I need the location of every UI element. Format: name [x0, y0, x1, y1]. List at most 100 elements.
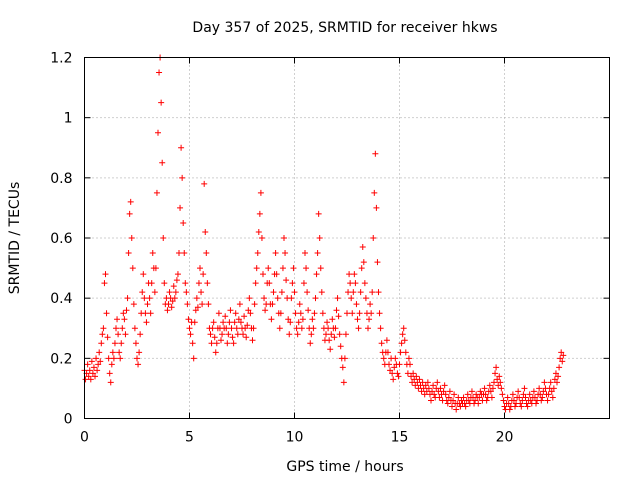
data-point	[108, 361, 115, 368]
data-point	[442, 391, 449, 398]
data-point	[227, 307, 234, 314]
data-point	[101, 280, 108, 287]
data-point	[128, 235, 135, 241]
data-point	[549, 394, 556, 401]
data-point	[539, 394, 546, 401]
data-point	[384, 349, 391, 356]
data-point	[435, 388, 442, 395]
data-point	[318, 289, 325, 296]
data-point	[524, 403, 531, 410]
data-point	[276, 325, 283, 332]
grid-lines	[84, 57, 610, 419]
data-points	[81, 54, 567, 413]
data-point	[244, 322, 251, 329]
data-point	[241, 313, 248, 320]
data-point	[183, 289, 190, 296]
y-tick-label: 0.4	[50, 291, 72, 307]
data-point	[300, 280, 307, 287]
y-tick-label: 0.6	[50, 231, 72, 247]
data-point	[116, 349, 123, 356]
data-point	[370, 235, 377, 241]
data-point	[458, 397, 465, 404]
data-point	[110, 355, 117, 362]
data-point	[356, 310, 363, 317]
data-point	[137, 331, 144, 338]
data-point	[414, 379, 421, 386]
data-point	[107, 379, 114, 386]
data-point	[272, 250, 279, 257]
data-point	[144, 301, 151, 308]
data-point	[84, 361, 91, 368]
data-point	[339, 364, 346, 371]
data-point	[362, 295, 369, 302]
data-point	[202, 228, 209, 235]
data-point	[282, 250, 289, 257]
data-point	[486, 382, 493, 389]
data-point	[359, 244, 366, 251]
data-point	[296, 301, 303, 308]
data-point	[560, 352, 567, 359]
data-point	[420, 385, 427, 392]
data-point	[545, 391, 552, 398]
data-point	[371, 189, 378, 196]
data-point	[113, 325, 119, 332]
data-point	[204, 280, 211, 287]
data-point	[373, 204, 380, 211]
data-point	[126, 210, 133, 217]
data-point	[109, 349, 116, 356]
data-point	[141, 295, 148, 302]
data-point	[472, 397, 479, 404]
data-point	[121, 316, 128, 323]
data-point	[266, 280, 273, 287]
x-tick-label: 15	[391, 430, 409, 446]
data-point	[219, 331, 226, 338]
data-point	[390, 376, 397, 383]
data-point	[398, 340, 405, 347]
data-point	[411, 376, 418, 383]
data-point	[497, 379, 504, 386]
data-point	[419, 379, 426, 386]
data-point	[345, 289, 352, 296]
data-point	[127, 198, 134, 205]
data-point	[82, 376, 89, 383]
data-point	[98, 340, 105, 347]
data-point	[237, 319, 244, 326]
data-point	[325, 325, 332, 332]
data-point	[351, 271, 358, 278]
data-point	[262, 307, 269, 314]
data-point	[488, 394, 495, 401]
data-point	[240, 331, 247, 338]
data-point	[556, 364, 563, 371]
data-point	[346, 271, 353, 278]
data-point	[334, 295, 341, 302]
data-point	[531, 394, 538, 401]
data-point	[316, 235, 323, 241]
data-point	[289, 280, 296, 287]
data-point	[105, 355, 112, 362]
data-point	[408, 373, 415, 380]
data-point	[152, 265, 159, 272]
data-point	[402, 349, 409, 356]
data-point	[136, 349, 143, 356]
data-point	[437, 385, 444, 392]
data-point	[198, 289, 205, 296]
data-point	[429, 388, 436, 395]
y-tick-label: 1.2	[50, 51, 72, 67]
data-point	[555, 373, 562, 380]
data-point	[327, 346, 334, 353]
data-point	[455, 394, 462, 401]
x-axis-label: GPS time / hours	[286, 459, 403, 475]
data-point	[506, 406, 513, 413]
data-point	[256, 210, 263, 217]
y-tick-label: 0.2	[50, 351, 72, 367]
data-point	[278, 289, 285, 296]
data-point	[164, 307, 171, 314]
x-tick-labels: 0 5 10 15 20	[80, 430, 513, 446]
data-point	[517, 400, 524, 407]
data-point	[213, 340, 220, 347]
data-point	[97, 358, 104, 365]
y-tick-label: 0	[64, 412, 73, 428]
data-point	[377, 325, 384, 332]
data-point	[294, 331, 301, 338]
